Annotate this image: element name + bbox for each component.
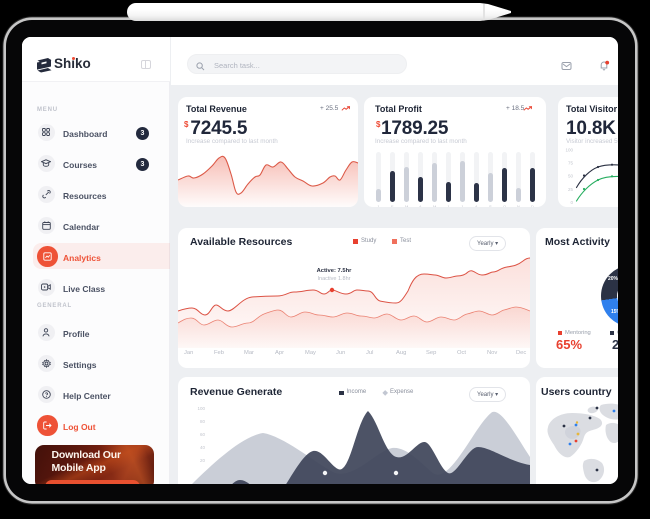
svg-text:F: F <box>391 204 394 207</box>
svg-text:80: 80 <box>200 419 206 424</box>
svg-text:S: S <box>489 204 492 207</box>
svg-text:M: M <box>405 204 408 207</box>
svg-text:0: 0 <box>570 200 573 205</box>
svg-text:25: 25 <box>568 187 574 192</box>
svg-text:40: 40 <box>200 445 206 450</box>
svg-text:60: 60 <box>200 432 206 437</box>
svg-text:50: 50 <box>568 174 574 179</box>
svg-text:75: 75 <box>568 161 574 166</box>
svg-text:100: 100 <box>197 406 205 411</box>
svg-text:A: A <box>419 204 422 207</box>
svg-text:M: M <box>433 204 436 207</box>
svg-text:N: N <box>517 204 520 207</box>
svg-text:O: O <box>503 204 506 207</box>
svg-text:D: D <box>531 204 534 207</box>
svg-text:J: J <box>377 204 379 207</box>
svg-text:A: A <box>475 204 478 207</box>
svg-text:J: J <box>447 204 449 207</box>
svg-text:100: 100 <box>565 148 573 153</box>
svg-text:20: 20 <box>200 458 206 463</box>
svg-text:J: J <box>461 204 463 207</box>
